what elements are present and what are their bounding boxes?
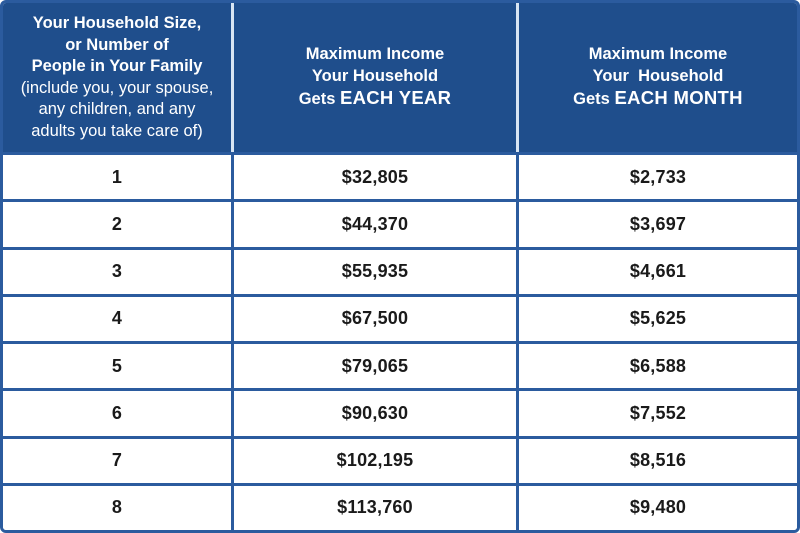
header-line: Your Household <box>311 66 439 85</box>
yearly-income-cell: $79,065 <box>231 344 516 389</box>
table-body: 1 $32,805 $2,733 2 $44,370 $3,697 3 $55,… <box>3 152 797 530</box>
header-line: Maximum Income <box>305 45 445 64</box>
header-subtitle-line: adults you take care of) <box>31 121 203 140</box>
header-household-size: Your Household Size, or Number of People… <box>3 3 231 152</box>
header-line-emphasis: EACH MONTH <box>614 87 743 109</box>
table-row: 6 $90,630 $7,552 <box>3 388 797 436</box>
monthly-income-cell: $6,588 <box>516 344 797 389</box>
household-size-cell: 8 <box>111 497 123 518</box>
monthly-income-cell: $4,661 <box>516 249 797 294</box>
monthly-income-cell: $9,480 <box>516 485 797 530</box>
header-title-line: People in Your Family <box>31 57 203 75</box>
header-line: Gets EACH YEAR <box>299 87 452 111</box>
header-line-emphasis: EACH YEAR <box>339 87 452 109</box>
table-row: 5 $79,065 $6,588 <box>3 341 797 389</box>
yearly-income-cell: $67,500 <box>231 296 516 341</box>
header-line: Gets EACH MONTH <box>573 87 743 111</box>
monthly-income-cell: $8,516 <box>516 438 797 483</box>
monthly-income-cell: $3,697 <box>516 202 797 247</box>
household-size-cell: 4 <box>111 308 123 329</box>
header-line-prefix: Gets <box>298 90 340 109</box>
header-subtitle-line: (include you, your spouse, <box>20 78 214 97</box>
yearly-income-cell: $113,760 <box>231 485 516 530</box>
header-income-year: Maximum Income Your Household Gets EACH … <box>231 3 516 152</box>
household-size-cell: 6 <box>111 402 123 423</box>
header-line: Your Household <box>592 66 724 85</box>
header-income-month: Maximum Income Your Household Gets EACH … <box>516 3 797 152</box>
header-line: Maximum Income <box>588 45 728 64</box>
table-row: 1 $32,805 $2,733 <box>3 152 797 200</box>
table-row: 2 $44,370 $3,697 <box>3 199 797 247</box>
yearly-income-cell: $44,370 <box>231 202 516 247</box>
yearly-income-cell: $55,935 <box>231 249 516 294</box>
table-row: 8 $113,760 $9,480 <box>3 482 797 530</box>
header-title-line: Your Household Size, <box>32 14 202 32</box>
household-size-cell: 2 <box>111 213 123 234</box>
household-size-cell: 3 <box>111 261 123 282</box>
monthly-income-cell: $5,625 <box>516 296 797 341</box>
household-size-cell: 1 <box>111 166 123 187</box>
table-row: 3 $55,935 $4,661 <box>3 246 797 294</box>
household-size-cell: 7 <box>111 450 123 471</box>
yearly-income-cell: $90,630 <box>231 391 516 436</box>
table-row: 7 $102,195 $8,516 <box>3 435 797 483</box>
yearly-income-cell: $102,195 <box>231 438 516 483</box>
table-row: 4 $67,500 $5,625 <box>3 293 797 341</box>
yearly-income-cell: $32,805 <box>231 155 516 200</box>
monthly-income-cell: $7,552 <box>516 391 797 436</box>
household-size-cell: 5 <box>111 355 123 376</box>
table-header-row: Your Household Size, or Number of People… <box>3 3 797 152</box>
header-subtitle-line: any children, and any <box>38 100 196 118</box>
monthly-income-cell: $2,733 <box>516 155 797 200</box>
header-line-prefix: Gets <box>573 90 615 109</box>
header-title-line: or Number of <box>65 35 169 54</box>
